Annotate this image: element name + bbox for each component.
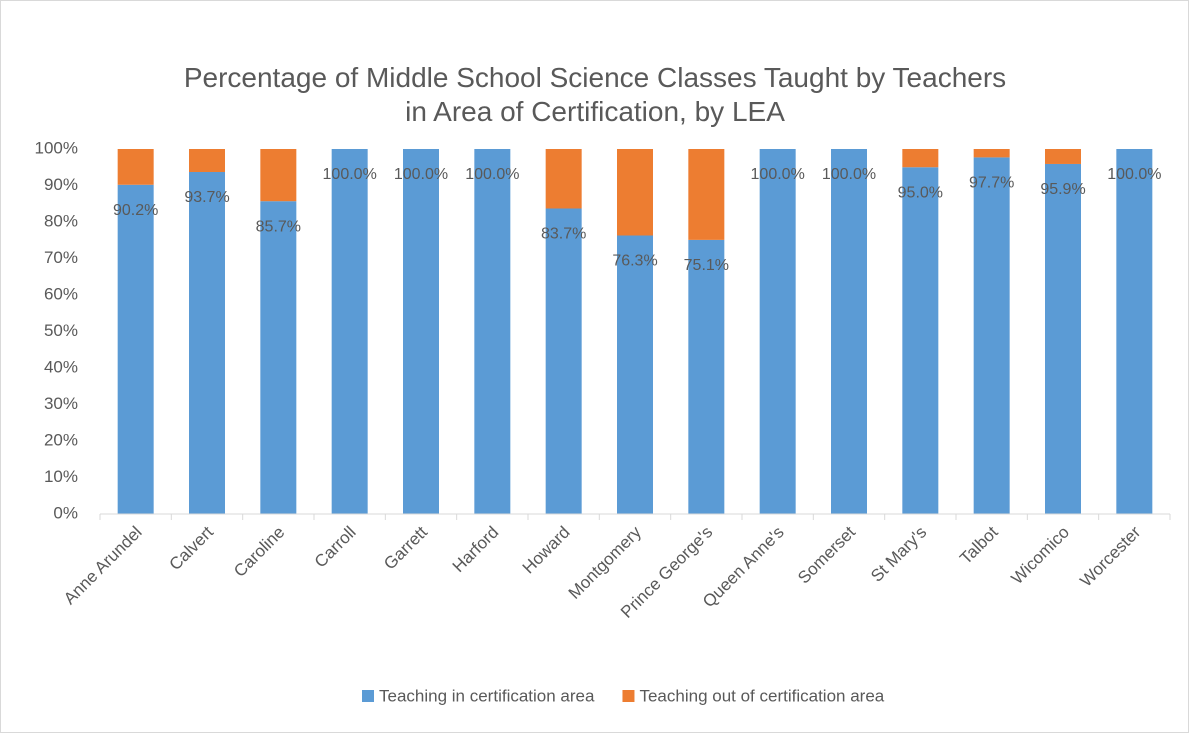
bar-segment bbox=[831, 149, 867, 514]
legend-label: Teaching in certification area bbox=[379, 686, 595, 705]
bar-segment bbox=[902, 149, 939, 168]
data-label: 85.7% bbox=[256, 218, 301, 235]
bar-segment bbox=[117, 184, 154, 514]
bar-segment bbox=[902, 167, 939, 514]
bar-segment bbox=[545, 208, 582, 514]
bar-segment bbox=[189, 149, 225, 172]
y-tick-label: 70% bbox=[44, 248, 78, 267]
bar-segment bbox=[260, 149, 297, 202]
y-tick-label: 20% bbox=[44, 430, 78, 449]
bar-segment bbox=[1045, 163, 1081, 514]
data-label: 100.0% bbox=[465, 166, 519, 183]
bar-segment bbox=[189, 171, 225, 514]
data-label: 76.3% bbox=[612, 253, 657, 270]
bar-segment bbox=[973, 157, 1010, 514]
bar-segment bbox=[617, 149, 653, 236]
y-tick-label: 40% bbox=[44, 357, 78, 376]
y-tick-label: 30% bbox=[44, 394, 78, 413]
bar-segment bbox=[759, 149, 796, 514]
bar-segment bbox=[331, 149, 368, 514]
y-tick-label: 50% bbox=[44, 321, 78, 340]
y-tick-label: 60% bbox=[44, 284, 78, 303]
y-tick-label: 90% bbox=[44, 175, 78, 194]
data-label: 90.2% bbox=[113, 202, 158, 219]
bar-segment bbox=[688, 149, 725, 240]
bar-segment bbox=[117, 149, 154, 185]
bar-segment bbox=[688, 239, 725, 514]
bar-segment bbox=[1116, 149, 1153, 514]
data-label: 83.7% bbox=[541, 226, 586, 243]
y-tick-label: 10% bbox=[44, 467, 78, 486]
bar-segment bbox=[545, 149, 582, 209]
bar-segment bbox=[260, 201, 297, 514]
legend-swatch bbox=[362, 690, 374, 702]
chart-title: Percentage of Middle School Science Clas… bbox=[184, 62, 1006, 127]
bar-segment bbox=[973, 149, 1010, 158]
legend-label: Teaching out of certification area bbox=[639, 686, 884, 705]
data-label: 100.0% bbox=[323, 166, 377, 183]
data-label: 100.0% bbox=[1107, 166, 1161, 183]
y-tick-label: 80% bbox=[44, 211, 78, 230]
bar-segment bbox=[1045, 149, 1081, 164]
y-tick-label: 100% bbox=[35, 138, 78, 157]
data-label: 100.0% bbox=[394, 166, 448, 183]
data-label: 97.7% bbox=[969, 175, 1014, 192]
legend-swatch bbox=[622, 690, 635, 702]
data-label: 93.7% bbox=[184, 189, 229, 206]
data-label: 100.0% bbox=[822, 166, 876, 183]
bar-segment bbox=[617, 235, 653, 514]
data-label: 100.0% bbox=[751, 166, 805, 183]
bar-segment bbox=[474, 149, 511, 514]
data-label: 95.0% bbox=[898, 184, 943, 201]
bar-segment bbox=[403, 149, 439, 514]
data-label: 75.1% bbox=[684, 257, 729, 274]
data-label: 95.9% bbox=[1040, 181, 1085, 198]
y-tick-label: 0% bbox=[53, 503, 78, 522]
